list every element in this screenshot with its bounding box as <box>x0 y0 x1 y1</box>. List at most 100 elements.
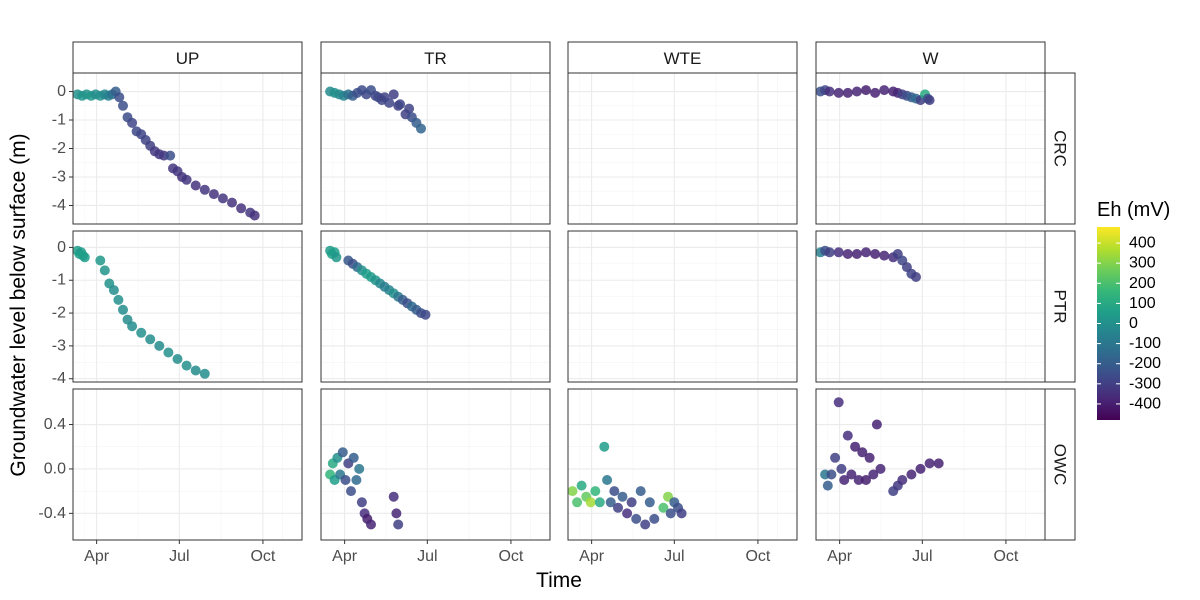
data-point <box>348 452 359 463</box>
data-point <box>165 150 176 161</box>
series-tr-owc <box>325 447 404 530</box>
data-point <box>356 497 367 508</box>
panel-wte-ptr <box>568 231 797 382</box>
y-tick-label: -1 <box>52 112 66 129</box>
y-tick-label: -0.4 <box>38 505 66 522</box>
data-point <box>190 365 201 376</box>
data-point <box>871 419 882 430</box>
data-point <box>842 87 853 98</box>
data-point <box>826 469 837 480</box>
data-point <box>617 491 628 502</box>
y-tick-label: -2 <box>52 305 66 322</box>
series-w-ptr <box>815 245 921 282</box>
data-point <box>154 340 165 351</box>
data-point <box>861 247 871 258</box>
panel-up-owc <box>73 389 302 540</box>
data-point <box>640 519 651 530</box>
data-point <box>217 193 228 204</box>
strip-tr <box>320 41 551 74</box>
data-point <box>631 513 642 524</box>
data-point <box>861 475 871 485</box>
data-point <box>658 502 669 513</box>
data-point <box>842 430 853 441</box>
panel-border <box>72 388 303 541</box>
data-point <box>79 252 90 263</box>
panel-border <box>320 388 551 541</box>
data-point <box>416 123 426 134</box>
series-tr-crc <box>325 85 426 134</box>
legend-labels: 400 300 200 100 0 -100 -200 -300 -400 <box>1097 235 1161 412</box>
data-point <box>665 508 676 519</box>
series-up-ptr <box>72 245 210 379</box>
data-point <box>590 486 601 497</box>
data-point <box>572 497 583 508</box>
data-point <box>824 86 835 97</box>
data-point <box>366 519 376 530</box>
data-point <box>95 255 106 266</box>
panel-tr-ptr <box>321 231 550 382</box>
data-point <box>388 89 399 100</box>
data-point <box>870 87 881 98</box>
data-point <box>340 475 351 485</box>
y-tick-label: -2 <box>52 140 66 157</box>
series-w-crc <box>815 85 935 106</box>
data-point <box>626 497 637 508</box>
x-tick-label: Jul <box>912 548 932 565</box>
data-point <box>567 486 578 497</box>
data-point <box>605 497 616 508</box>
strip-up <box>72 41 303 74</box>
strip-label: UP <box>176 49 200 68</box>
data-point <box>127 117 138 128</box>
data-point <box>145 334 156 345</box>
data-point <box>599 441 610 452</box>
x-tick-label: Apr <box>579 548 605 565</box>
data-point <box>208 189 219 200</box>
y-tick-label: -3 <box>52 337 66 354</box>
data-point <box>331 252 342 263</box>
data-point <box>163 347 174 358</box>
legend-label: 300 <box>1129 255 1156 272</box>
strip-w <box>815 41 1046 74</box>
data-point <box>351 475 362 485</box>
data-point <box>836 463 847 474</box>
x-tick-label: Apr <box>84 548 110 565</box>
data-point <box>906 469 917 480</box>
panel-border <box>320 230 551 383</box>
panel-background <box>73 389 302 540</box>
data-point <box>649 513 660 524</box>
data-point <box>644 497 655 508</box>
data-point <box>676 508 687 519</box>
data-point <box>846 469 857 480</box>
data-point <box>337 447 348 458</box>
data-point <box>199 368 210 379</box>
data-point <box>172 354 183 364</box>
legend-title: Eh (mV) <box>1097 199 1170 221</box>
y-tick-label: -4 <box>52 197 66 214</box>
panel-border <box>567 388 798 541</box>
legend-label: 400 <box>1129 235 1156 252</box>
data-point <box>249 210 260 221</box>
data-point <box>388 491 399 502</box>
strip-label: CRC <box>1051 130 1070 167</box>
panel-background <box>321 389 550 540</box>
data-points <box>72 85 944 530</box>
panel-background <box>73 231 302 382</box>
series-wte-owc <box>567 441 687 530</box>
data-point <box>839 475 850 485</box>
panel-border <box>815 388 1046 541</box>
x-tick-label: Oct <box>993 548 1018 565</box>
data-point <box>594 497 605 508</box>
data-point <box>833 397 844 408</box>
data-point <box>911 272 921 282</box>
data-point <box>861 85 871 96</box>
panel-wte-crc <box>568 73 797 224</box>
data-point <box>851 249 862 259</box>
strip-label: TR <box>424 49 447 68</box>
data-point <box>635 486 646 497</box>
data-point <box>924 95 935 106</box>
legend-label: 100 <box>1129 295 1156 312</box>
panel-border <box>815 230 1046 383</box>
data-point <box>384 97 395 108</box>
panel-border <box>320 72 551 225</box>
